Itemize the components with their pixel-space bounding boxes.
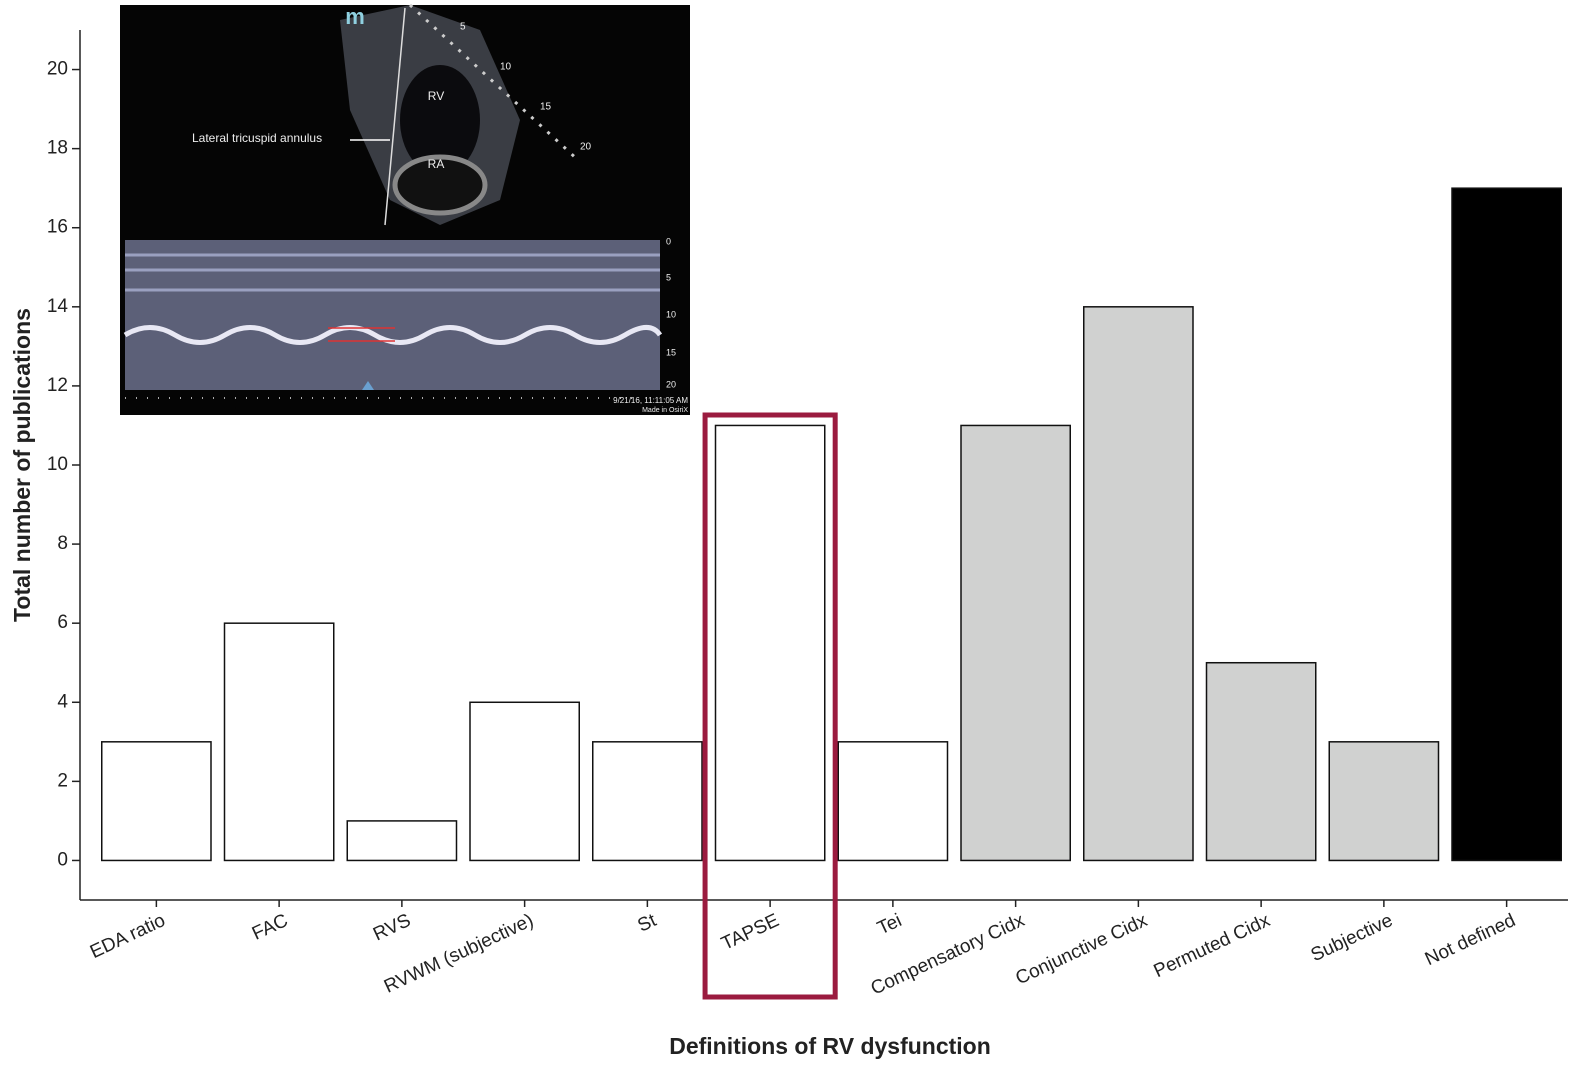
x-tick-label: RVS [370,910,414,945]
x-tick-label: Permuted Cidx [1151,910,1274,982]
inset-image: m RV RA Lateral tricuspid annulus 5 10 1… [120,4,690,415]
mmode-wave [123,325,663,345]
y-tick-label: 12 [47,375,68,396]
x-tick-label: Subjective [1308,910,1396,966]
bar [960,424,1071,862]
y-tick-label: 16 [47,217,68,238]
bar [1328,741,1440,862]
bar [592,741,703,862]
x-tick-label: Tei [874,910,905,939]
depth-label: 10 [500,62,512,73]
cursor-line [384,7,406,226]
y-tick-label: 14 [47,296,69,317]
x-tick-label: EDA ratio [87,910,169,963]
y-tick-label: 4 [57,691,68,712]
bar [101,741,212,862]
bar [1083,306,1194,862]
bar [714,424,826,862]
mmode-band [125,240,660,390]
y-tick-label: 8 [57,533,68,554]
x-tick-label: FAC [249,910,291,945]
annotation: Lateral tricuspid annulus [192,131,322,145]
x-tick-label: TAPSE [718,910,782,955]
bar [346,820,458,862]
x-tick-label: Not defined [1422,910,1519,970]
chamber-label: RV [428,89,444,103]
depth-label: 5 [666,272,671,282]
highlight-box [702,412,838,1000]
depth-label: 10 [666,309,676,319]
timestamp: 9/21/16, 11:11:05 AM [613,396,688,405]
x-tick-label: Conjunctive Cidx [1013,910,1152,989]
rv-cavity [400,65,480,175]
depth-label: 20 [580,142,592,153]
y-tick-label: 20 [47,59,68,80]
y-axis-label: Total number of publications [9,308,35,622]
footer: Made in OsiriX [642,407,688,414]
bar [223,622,335,862]
bar [1205,661,1317,862]
ra-cavity [392,154,488,216]
y-tick-label: 6 [57,612,68,633]
y-tick-label: 0 [57,849,68,870]
chamber-label: RA [428,157,445,171]
y-tick-label: 10 [47,454,68,475]
y-tick-label: 2 [57,770,68,791]
depth-label: 0 [666,236,671,246]
depth-label: 5 [460,22,466,33]
x-tick-label: St [634,910,660,937]
bar [837,741,949,862]
logo: m [345,4,365,29]
y-tick-label: 18 [47,138,68,159]
marker [362,381,374,390]
depth-label: 20 [666,379,676,389]
bar [469,701,580,862]
x-axis-label: Definitions of RV dysfunction [669,1033,991,1059]
depth-label: 15 [666,347,676,357]
depth-label: 15 [540,102,552,113]
bar [1451,187,1562,862]
mmode-lines [125,253,660,292]
